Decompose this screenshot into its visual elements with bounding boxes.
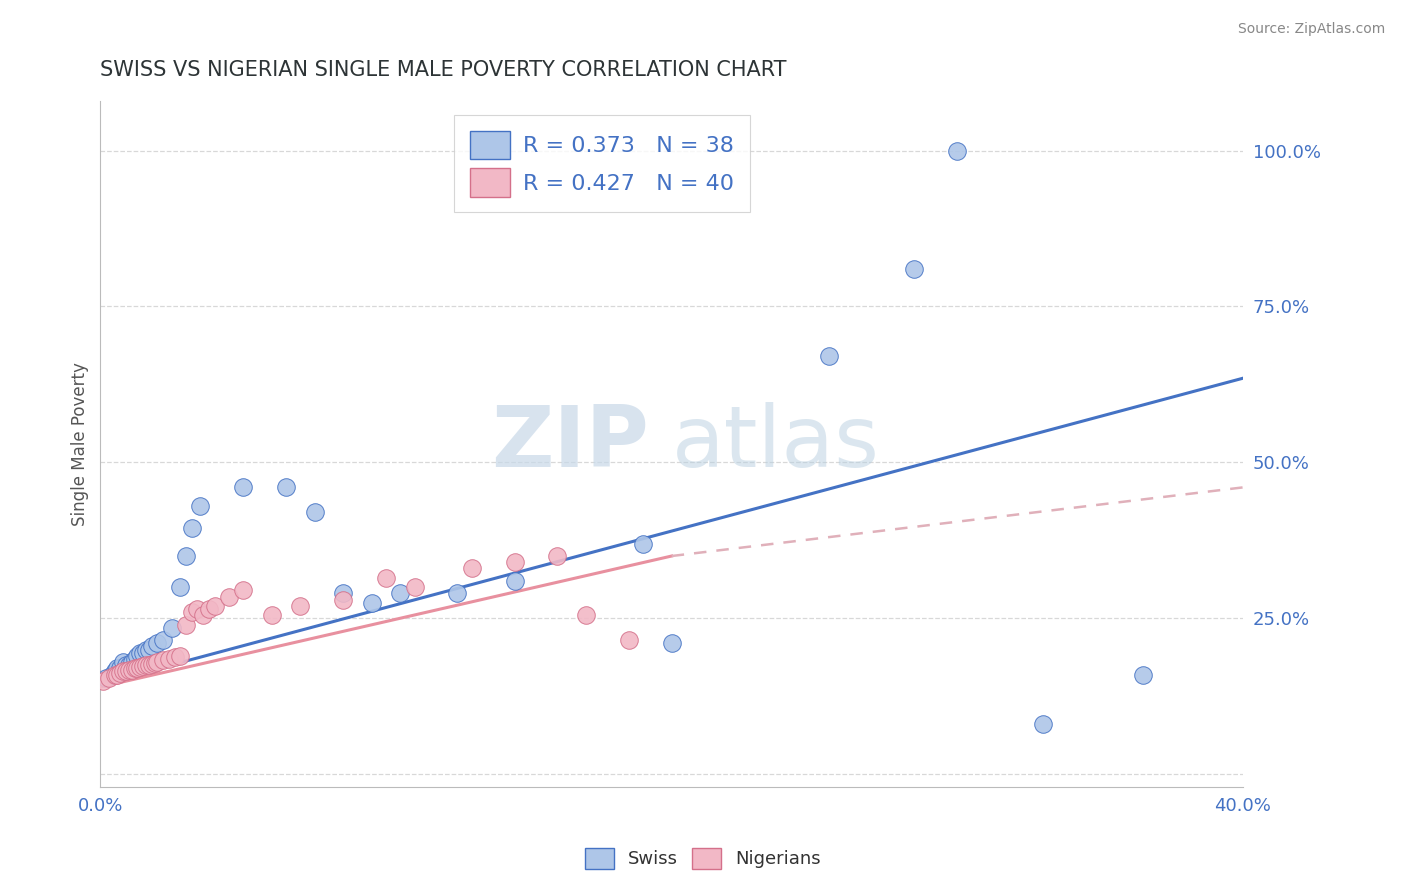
Point xyxy=(118,658,141,673)
Point xyxy=(135,642,157,657)
Y-axis label: Single Male Poverty: Single Male Poverty xyxy=(72,362,89,525)
Point xyxy=(121,655,143,669)
Point xyxy=(94,671,117,685)
Text: ZIP: ZIP xyxy=(491,402,648,485)
Point xyxy=(631,536,654,550)
Point xyxy=(198,602,221,616)
Point xyxy=(132,659,155,673)
Point xyxy=(503,574,526,588)
Point xyxy=(107,661,129,675)
Point xyxy=(135,658,157,673)
Point xyxy=(180,605,202,619)
Point xyxy=(157,652,180,666)
Point xyxy=(617,633,640,648)
Point xyxy=(97,671,120,685)
Point xyxy=(375,571,398,585)
Point xyxy=(903,262,925,277)
Point xyxy=(260,608,283,623)
Legend: Swiss, Nigerians: Swiss, Nigerians xyxy=(578,840,828,876)
Point xyxy=(152,653,174,667)
Point xyxy=(124,652,146,666)
Point xyxy=(546,549,568,563)
Point xyxy=(129,646,152,660)
Point xyxy=(112,665,135,679)
Point xyxy=(143,657,166,671)
Point xyxy=(218,590,240,604)
Point xyxy=(104,667,127,681)
Point xyxy=(503,555,526,569)
Point xyxy=(146,655,169,669)
Point xyxy=(127,661,149,675)
Text: Source: ZipAtlas.com: Source: ZipAtlas.com xyxy=(1237,22,1385,37)
Point xyxy=(446,586,468,600)
Point xyxy=(152,633,174,648)
Point xyxy=(101,667,124,681)
Text: SWISS VS NIGERIAN SINGLE MALE POVERTY CORRELATION CHART: SWISS VS NIGERIAN SINGLE MALE POVERTY CO… xyxy=(100,60,787,79)
Point xyxy=(817,350,839,364)
Point xyxy=(115,658,138,673)
Point xyxy=(274,480,297,494)
Point xyxy=(118,663,141,677)
Point xyxy=(138,658,160,673)
Point xyxy=(946,144,969,158)
Legend: R = 0.373   N = 38, R = 0.427   N = 40: R = 0.373 N = 38, R = 0.427 N = 40 xyxy=(454,115,749,212)
Point xyxy=(360,596,382,610)
Point xyxy=(304,505,326,519)
Point xyxy=(332,592,354,607)
Point xyxy=(204,599,226,613)
Point xyxy=(138,642,160,657)
Point xyxy=(1132,667,1154,681)
Point xyxy=(160,621,183,635)
Point xyxy=(174,617,197,632)
Point xyxy=(193,608,215,623)
Point xyxy=(132,646,155,660)
Point xyxy=(180,521,202,535)
Point xyxy=(174,549,197,563)
Point xyxy=(104,665,127,679)
Point xyxy=(91,673,114,688)
Text: atlas: atlas xyxy=(672,402,880,485)
Point xyxy=(290,599,312,613)
Point xyxy=(127,648,149,663)
Point xyxy=(141,657,163,671)
Point xyxy=(186,602,208,616)
Point xyxy=(1032,717,1054,731)
Point xyxy=(124,661,146,675)
Point xyxy=(188,499,211,513)
Point xyxy=(107,667,129,681)
Point xyxy=(661,636,683,650)
Point xyxy=(121,663,143,677)
Point xyxy=(169,648,191,663)
Point xyxy=(110,661,132,675)
Point xyxy=(141,640,163,654)
Point xyxy=(332,586,354,600)
Point xyxy=(110,666,132,681)
Point xyxy=(112,655,135,669)
Point xyxy=(232,583,254,598)
Point xyxy=(163,650,186,665)
Point xyxy=(232,480,254,494)
Point xyxy=(404,580,426,594)
Point xyxy=(575,608,598,623)
Point xyxy=(115,665,138,679)
Point xyxy=(169,580,191,594)
Point xyxy=(129,660,152,674)
Point xyxy=(460,561,482,575)
Point xyxy=(389,586,412,600)
Point xyxy=(146,636,169,650)
